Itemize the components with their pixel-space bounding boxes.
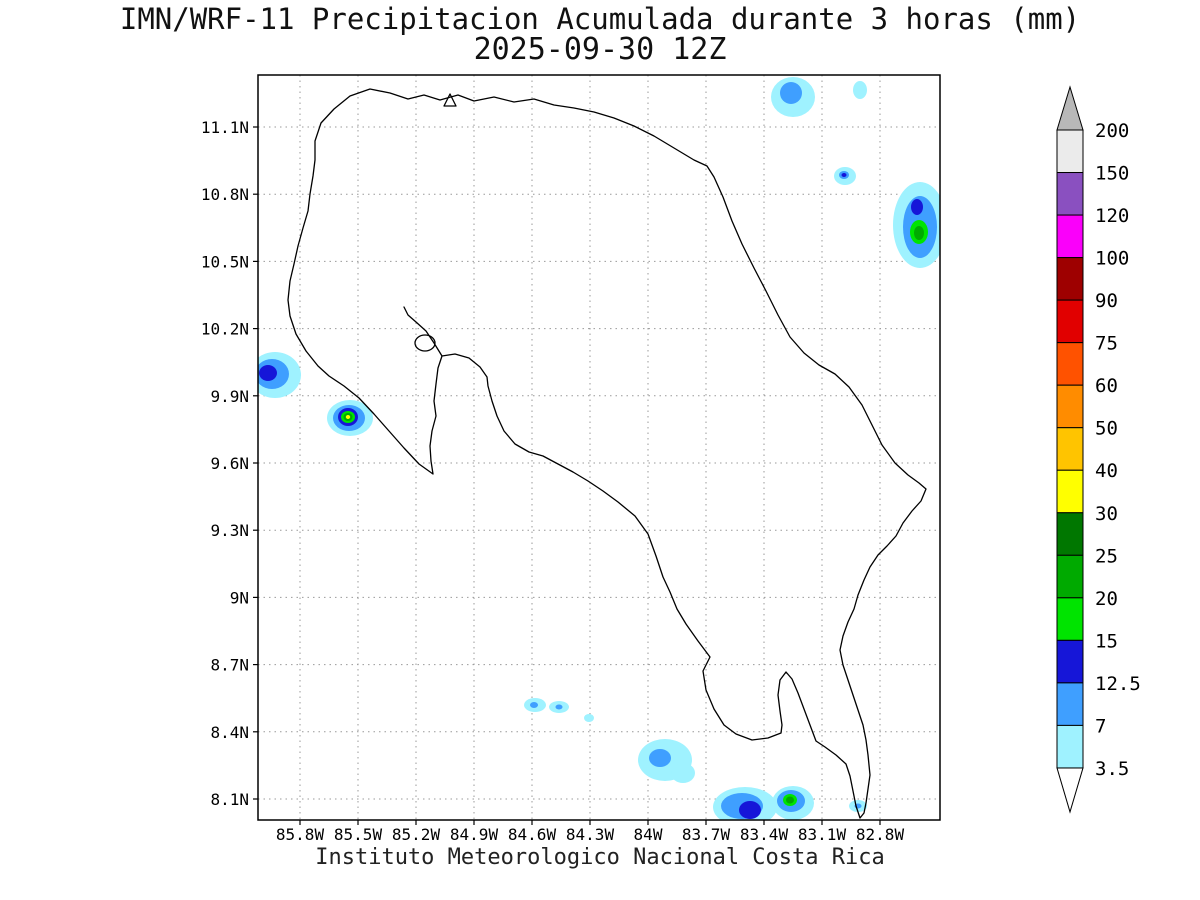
blob-osa-offshore — [638, 739, 695, 783]
coastline — [287, 88, 927, 819]
colorbar-tick-label: 120 — [1095, 205, 1129, 227]
chart-title: IMN/WRF-11 Precipitacion Acumulada duran… — [119, 2, 1081, 36]
colorbar-segment — [1056, 724, 1084, 769]
lon-tick-label: 84W — [634, 825, 663, 844]
lon-tick-label: 83.4W — [740, 825, 789, 844]
costa-rica-outline — [287, 88, 927, 819]
colorbar-segment — [1056, 172, 1084, 216]
lat-tick-label: 9.3N — [210, 521, 249, 540]
lat-tick-label: 10.8N — [201, 185, 249, 204]
colorbar-arrow-above-max — [1056, 85, 1084, 131]
colorbar-tick-label: 150 — [1095, 163, 1129, 185]
map-plot-area — [253, 74, 941, 825]
blob-caribbean-limon — [893, 182, 940, 268]
lake-island — [443, 93, 457, 107]
colorbar-tick-label: 25 — [1095, 545, 1118, 567]
colorbar-tick-label: 12.5 — [1095, 673, 1141, 695]
lat-tick-label: 9.6N — [210, 454, 249, 473]
colorbar-segment — [1056, 129, 1084, 174]
colorbar-tick-label: 100 — [1095, 248, 1129, 270]
colorbar-tick-label: 30 — [1095, 503, 1118, 525]
colorbar-tick-label: 200 — [1095, 120, 1129, 142]
lat-tick-label: 10.2N — [201, 320, 249, 339]
colorbar-arrow-below-min — [1056, 767, 1084, 814]
blob-pacific-south-1 — [524, 698, 546, 712]
colorbar: 200 150 120 100 90 75 60 50 40 30 25 20 15 12.5 7 3.5 — [1056, 85, 1141, 814]
colorbar-segment — [1056, 384, 1084, 429]
colorbar-segment — [1056, 469, 1084, 514]
lon-tick-label: 85.5W — [334, 825, 383, 844]
colorbar-tick-label: 40 — [1095, 460, 1118, 482]
lon-tick-label: 82.8W — [856, 825, 905, 844]
chart-valid-time: 2025-09-30 12Z — [473, 32, 727, 67]
lat-tick-label: 8.4N — [210, 723, 249, 742]
colorbar-tick-label: 3.5 — [1095, 758, 1129, 780]
blob-ne-offshore — [853, 81, 867, 99]
colorbar-segment — [1056, 682, 1084, 726]
colorbar-segment — [1056, 512, 1084, 556]
blob-pacific-south-2 — [549, 701, 569, 713]
colorbar-tick-label: 20 — [1095, 588, 1118, 610]
colorbar-segment — [1056, 299, 1084, 344]
lon-tick-label: 83.1W — [798, 825, 847, 844]
colorbar-segment — [1056, 597, 1084, 641]
grid-lines — [258, 75, 940, 820]
lat-tick-label: 8.7N — [210, 656, 249, 675]
map-border — [257, 74, 941, 821]
blob-south-border-1 — [713, 787, 777, 820]
colorbar-segment — [1056, 639, 1084, 684]
blob-north-caribbean-coast — [771, 77, 815, 117]
colorbar-tick-label: 50 — [1095, 418, 1118, 440]
colorbar-segment — [1056, 427, 1084, 471]
colorbar-tick-label: 60 — [1095, 375, 1118, 397]
blob-south-border-2 — [772, 786, 814, 820]
blob-caribbean-small — [834, 167, 856, 185]
precipitation-shading — [258, 77, 940, 820]
blob-pacific-south-3 — [584, 714, 594, 722]
lat-tick-label: 11.1N — [201, 118, 249, 137]
tempisque-river — [403, 306, 443, 357]
source-caption: Instituto Meteorologico Nacional Costa R… — [315, 845, 885, 870]
lon-tick-label: 83.7W — [682, 825, 731, 844]
lon-tick-label: 84.9W — [450, 825, 499, 844]
colorbar-segment — [1056, 554, 1084, 599]
axis-ticks — [253, 126, 881, 825]
lat-tick-label: 9N — [230, 588, 249, 607]
lat-tick-label: 10.5N — [201, 252, 249, 271]
lon-tick-label: 85.8W — [276, 825, 325, 844]
colorbar-segment — [1056, 342, 1084, 386]
blob-nicoya-west — [258, 352, 301, 398]
blob-nicoya-south — [327, 400, 373, 436]
colorbar-segment — [1056, 214, 1084, 259]
axis-labels: 11.1N 10.8N 10.5N 10.2N 9.9N 9.6N 9.3N 9N 8.7N 8.… — [201, 118, 905, 844]
colorbar-tick-label: 90 — [1095, 290, 1118, 312]
lon-tick-label: 84.3W — [566, 825, 615, 844]
colorbar-segment — [1056, 257, 1084, 301]
lon-tick-label: 85.2W — [392, 825, 441, 844]
lat-tick-label: 9.9N — [210, 387, 249, 406]
colorbar-tick-label: 75 — [1095, 333, 1118, 355]
colorbar-tick-label: 7 — [1095, 715, 1106, 737]
lon-tick-label: 84.6W — [508, 825, 557, 844]
lat-tick-label: 8.1N — [210, 790, 249, 809]
colorbar-tick-label: 15 — [1095, 630, 1118, 652]
lake-outline — [414, 334, 436, 352]
